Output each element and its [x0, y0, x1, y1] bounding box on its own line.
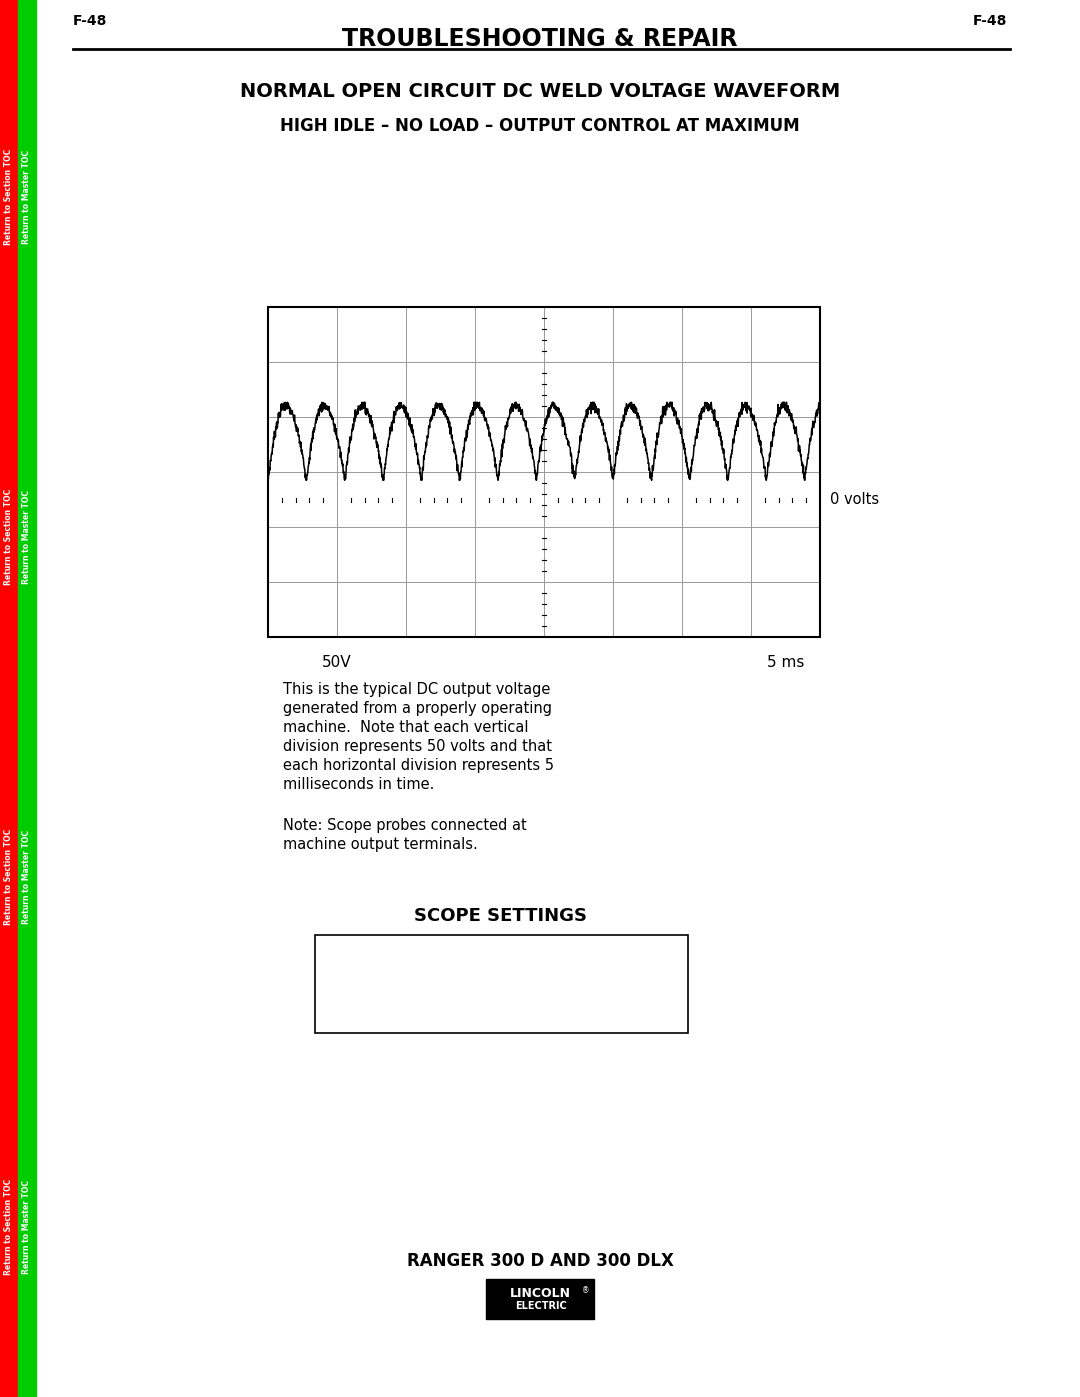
Bar	[0, 0, 18, 1397]
Text: Return to Master TOC: Return to Master TOC	[23, 1180, 31, 1274]
Text: Return to Section TOC: Return to Section TOC	[4, 1179, 14, 1275]
Text: F-48: F-48	[73, 14, 107, 28]
Bar	[486, 1280, 594, 1319]
Text: TROUBLESHOOTING & REPAIR: TROUBLESHOOTING & REPAIR	[342, 27, 738, 52]
Text: SCOPE SETTINGS: SCOPE SETTINGS	[414, 907, 586, 925]
Bar	[268, 307, 820, 637]
Text: Return to Master TOC: Return to Master TOC	[23, 490, 31, 584]
Text: HIGH IDLE – NO LOAD – OUTPUT CONTROL AT MAXIMUM: HIGH IDLE – NO LOAD – OUTPUT CONTROL AT …	[280, 117, 800, 136]
Text: milliseconds in time.: milliseconds in time.	[283, 777, 434, 792]
Bar	[18, 0, 36, 1397]
Bar	[315, 935, 688, 1032]
Text: division represents 50 volts and that: division represents 50 volts and that	[283, 739, 552, 754]
Text: Return to Master TOC: Return to Master TOC	[23, 149, 31, 244]
Text: generated from a properly operating: generated from a properly operating	[283, 701, 552, 717]
Text: Volts/Div......................50V/Div.: Volts/Div......................50V/Div.	[325, 943, 539, 957]
Text: NORMAL OPEN CIRCUIT DC WELD VOLTAGE WAVEFORM: NORMAL OPEN CIRCUIT DC WELD VOLTAGE WAVE…	[240, 82, 840, 101]
Text: Trigger ..........................Internal: Trigger ..........................Intern…	[325, 1006, 544, 1020]
Text: Return to Section TOC: Return to Section TOC	[4, 149, 14, 244]
Text: 50V: 50V	[322, 655, 352, 671]
Text: RANGER 300 D AND 300 DLX: RANGER 300 D AND 300 DLX	[406, 1252, 674, 1270]
Text: This is the typical DC output voltage: This is the typical DC output voltage	[283, 682, 551, 697]
Text: machine.  Note that each vertical: machine. Note that each vertical	[283, 719, 528, 735]
Text: LINCOLN: LINCOLN	[510, 1287, 570, 1301]
Bar	[268, 307, 820, 637]
Text: ®: ®	[582, 1285, 590, 1295]
Text: ELECTRIC: ELECTRIC	[515, 1301, 567, 1312]
Text: Return to Section TOC: Return to Section TOC	[4, 489, 14, 585]
Text: 5 ms: 5 ms	[767, 655, 805, 671]
Text: Return to Section TOC: Return to Section TOC	[4, 828, 14, 925]
Text: Coupling .............................DC: Coupling .............................DC	[325, 985, 538, 999]
Text: F-48: F-48	[973, 14, 1007, 28]
Text: machine output terminals.: machine output terminals.	[283, 837, 477, 852]
Text: Note: Scope probes connected at: Note: Scope probes connected at	[283, 819, 527, 833]
Text: Horizontal Sweep.....5 ms/Div.: Horizontal Sweep.....5 ms/Div.	[325, 964, 532, 978]
Text: 0 volts: 0 volts	[831, 492, 879, 507]
Text: each horizontal division represents 5: each horizontal division represents 5	[283, 759, 554, 773]
Text: Return to Master TOC: Return to Master TOC	[23, 830, 31, 923]
